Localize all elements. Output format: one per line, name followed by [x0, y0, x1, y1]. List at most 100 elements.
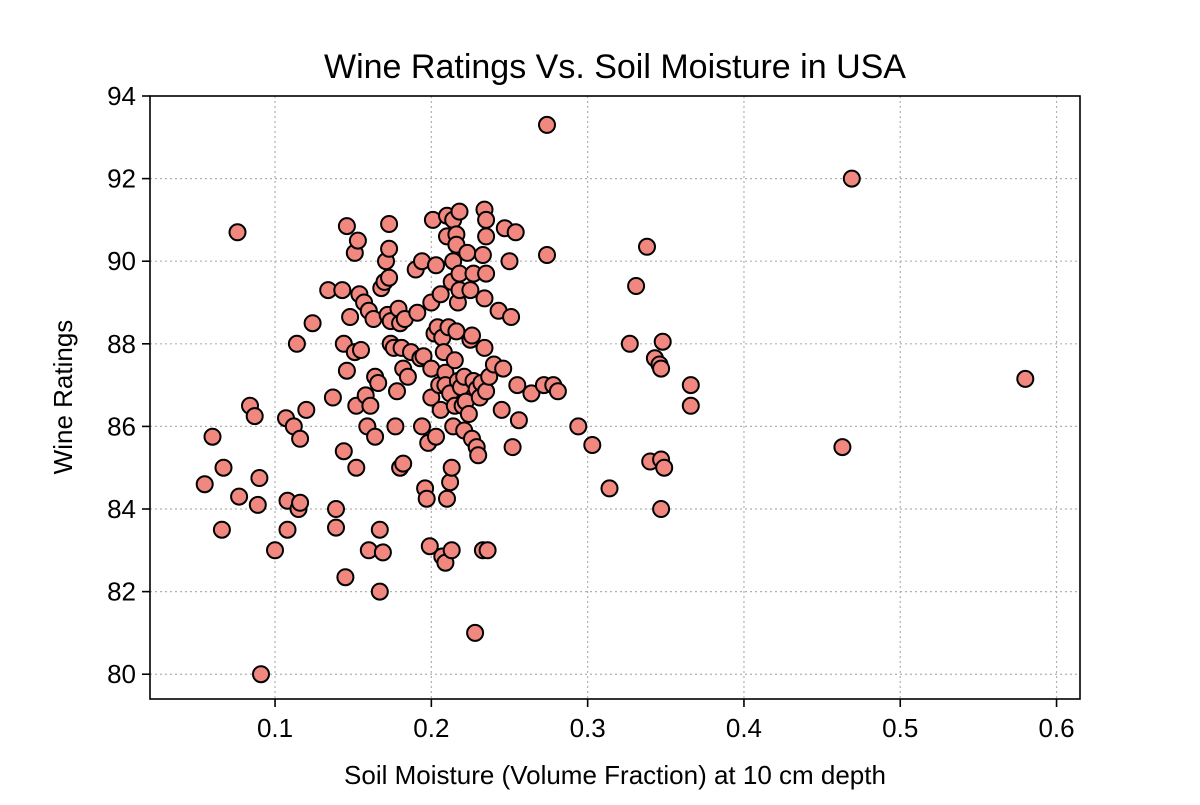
x-tick-label: 0.4: [726, 713, 762, 743]
data-point: [413, 417, 431, 436]
data-point: [477, 227, 496, 246]
data-point: [833, 438, 852, 457]
data-point: [538, 246, 556, 264]
y-tick-label: 84: [107, 494, 136, 524]
data-point: [230, 487, 249, 506]
data-point: [478, 541, 497, 560]
data-point: [228, 223, 247, 242]
data-point: [303, 314, 322, 333]
data-point: [442, 458, 461, 477]
data-point: [681, 396, 700, 415]
x-tick-label: 0.2: [413, 713, 449, 743]
data-point: [477, 264, 496, 283]
data-point: [348, 231, 367, 250]
axis-ticks: 0.1 0.2 0.3 0.4 0.5 0.6 80 82 84 86 88 90 92 94: [107, 81, 1075, 743]
data-point: [195, 475, 214, 494]
data-point: [250, 469, 269, 487]
data-point: [461, 281, 480, 300]
y-tick-label: 94: [107, 81, 136, 111]
data-point: [333, 281, 352, 300]
data-point: [373, 543, 392, 562]
data-point: [653, 332, 672, 351]
data-point: [652, 500, 671, 518]
data-point: [327, 518, 345, 537]
data-point: [291, 429, 310, 448]
data-point: [370, 520, 389, 539]
plot-area-frame: [149, 95, 1081, 700]
data-point: [336, 568, 355, 587]
data-point: [212, 520, 231, 539]
x-tick-label: 0.5: [882, 713, 918, 743]
data-point: [445, 351, 464, 370]
data-point: [266, 541, 284, 560]
y-tick-label: 82: [107, 577, 136, 607]
data-point: [380, 239, 399, 258]
data-point: [502, 308, 521, 326]
data-point: [291, 493, 310, 512]
data-point: [522, 384, 541, 403]
data-point: [427, 427, 445, 446]
data-point: [548, 382, 567, 401]
data-point: [252, 665, 270, 684]
data-point: [370, 582, 389, 601]
data-point: [427, 256, 445, 275]
data-point: [341, 308, 360, 326]
data-point: [466, 623, 485, 642]
data-point: [248, 495, 267, 514]
data-point: [334, 442, 353, 461]
data-point: [652, 359, 671, 378]
data-point: [438, 489, 456, 508]
data-point: [337, 361, 356, 380]
data-point: [475, 338, 494, 357]
data-point: [297, 400, 316, 419]
x-tick-label: 0.3: [570, 713, 606, 743]
data-point: [600, 479, 619, 498]
data-point: [408, 303, 427, 322]
x-tick-label: 0.6: [1038, 713, 1074, 743]
chart-title: Wine Ratings Vs. Soil Moisture in USA: [324, 48, 906, 86]
data-point: [441, 473, 460, 492]
data-point: [214, 458, 233, 477]
data-point: [361, 396, 380, 415]
y-tick-label: 92: [107, 164, 136, 194]
data-point: [347, 458, 366, 477]
y-tick-label: 80: [107, 659, 136, 689]
data-point: [638, 237, 656, 256]
data-point: [1016, 369, 1035, 388]
data-point: [473, 246, 492, 264]
data-points: [195, 115, 1035, 684]
data-point: [450, 202, 469, 221]
data-point: [655, 458, 674, 477]
x-axis-label: Soil Moisture (Volume Fraction) at 10 cm…: [344, 760, 886, 790]
data-point: [475, 289, 494, 308]
data-point: [386, 417, 405, 436]
data-point: [366, 427, 385, 446]
data-point: [380, 215, 399, 233]
data-point: [203, 427, 222, 446]
data-point: [503, 438, 522, 457]
data-point: [394, 454, 413, 473]
data-point: [278, 520, 297, 539]
data-point: [509, 411, 528, 430]
data-point: [327, 500, 345, 518]
data-point: [459, 405, 478, 423]
data-point: [583, 436, 602, 454]
y-axis-label: Wine Ratings: [48, 320, 78, 475]
data-point: [431, 285, 450, 304]
data-point: [681, 376, 700, 395]
data-point: [494, 359, 513, 378]
data-point: [369, 374, 388, 392]
data-point: [323, 388, 342, 407]
data-point: [463, 326, 481, 345]
data-point: [842, 169, 861, 188]
data-point: [500, 252, 519, 271]
data-point: [337, 217, 356, 236]
x-tick-label: 0.1: [257, 713, 293, 743]
data-point: [477, 382, 496, 401]
data-point: [422, 388, 441, 407]
data-point: [245, 407, 264, 426]
data-point: [442, 541, 461, 560]
y-tick-label: 88: [107, 329, 136, 359]
